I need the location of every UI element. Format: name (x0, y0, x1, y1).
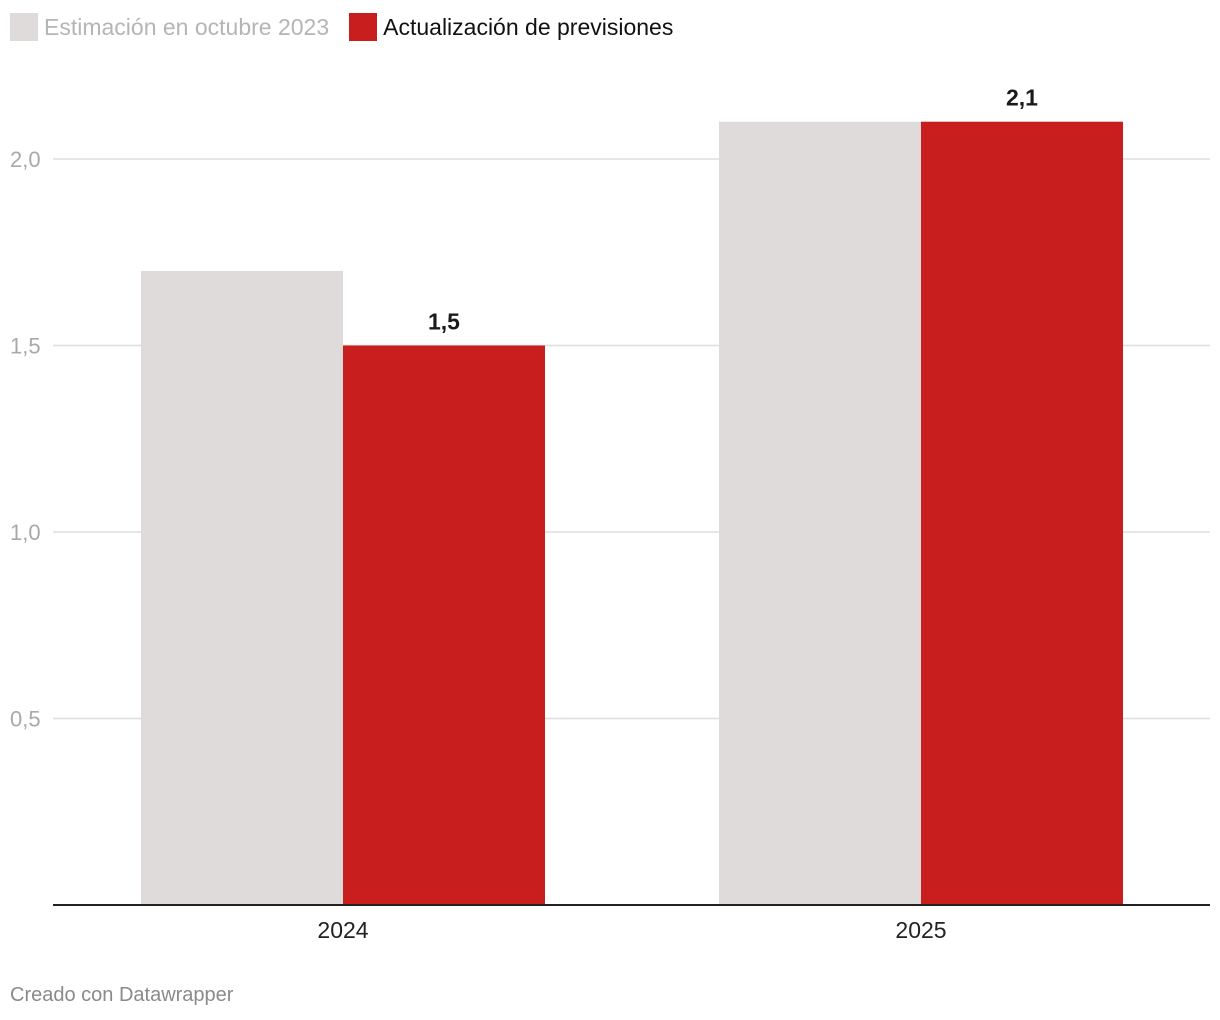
y-tick-label: 0,5 (10, 707, 41, 732)
legend-item-estimacion: Estimación en octubre 2023 (10, 13, 329, 41)
y-axis-ticks: 0,5 1,0 1,5 2,0 (10, 147, 41, 732)
x-axis-categories: 2024 2025 (317, 917, 946, 943)
credit-footer: Creado con Datawrapper (10, 984, 234, 1006)
y-tick-label: 1,0 (10, 520, 41, 545)
bars (141, 121, 1123, 905)
bar (921, 121, 1123, 905)
legend-label-actualizacion: Actualización de previsiones (383, 14, 674, 40)
legend-swatch-actualizacion (349, 13, 378, 41)
value-labels: 1,5 2,1 (428, 85, 1038, 335)
legend-swatch-estimacion (10, 13, 38, 41)
bar (343, 345, 545, 905)
bar-value-label: 2,1 (1006, 85, 1038, 111)
chart-legend: Estimación en octubre 2023 Actualización… (10, 12, 693, 42)
bar (719, 121, 921, 905)
x-category-label: 2024 (317, 917, 368, 943)
x-category-label: 2025 (895, 917, 946, 943)
legend-item-actualizacion: Actualización de previsiones (349, 13, 673, 41)
legend-label-estimacion: Estimación en octubre 2023 (44, 14, 330, 40)
y-tick-label: 1,5 (10, 334, 41, 359)
bar-value-label: 1,5 (428, 309, 460, 335)
y-tick-label: 2,0 (10, 147, 41, 172)
bar (141, 270, 343, 905)
